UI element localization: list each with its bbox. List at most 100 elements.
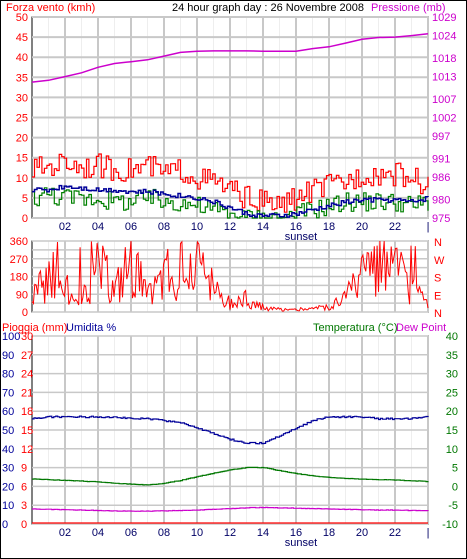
x-tick-label: 14: [257, 221, 269, 233]
rain-tick-label: 15: [21, 425, 33, 437]
series-humidity-line: [32, 415, 429, 445]
humidity-tick-label: 70: [2, 387, 14, 399]
x-tick-label: 04: [92, 221, 104, 233]
sunset-label: sunset: [285, 537, 317, 549]
series-average_blue-line: [32, 184, 429, 218]
humidity-tick-label: 60: [2, 406, 14, 418]
pressure-tick-label: 1007: [432, 94, 456, 106]
rain-tick-label: 9: [21, 463, 27, 475]
pressure-tick-label: 975: [432, 213, 450, 225]
x-tick-label: 02: [59, 221, 71, 233]
direction-tick-label: 360: [10, 236, 28, 248]
pressure-tick-label: 1029: [432, 12, 456, 24]
temperature-tick-label: 40: [446, 331, 458, 343]
direction-tick-label: 180: [10, 272, 28, 284]
temperature-tick-label: -10: [442, 519, 458, 531]
pressure-tick-label: 980: [432, 194, 450, 206]
temperature-axis-label: Temperatura (°C): [313, 322, 397, 334]
compass-letter: N: [434, 308, 442, 320]
x-tick-label: 14: [257, 527, 269, 539]
temperature-tick-label: 5: [452, 463, 458, 475]
compass-letter: N: [434, 237, 442, 249]
temperature-tick-label: 0: [452, 481, 458, 493]
pressure-tick-label: 1013: [432, 72, 456, 84]
pressure-tick-label: 1024: [432, 31, 456, 43]
x-tick-label: 20: [356, 527, 368, 539]
wind-tick-label: 5: [22, 193, 28, 205]
x-tick-label: 12: [224, 527, 236, 539]
wind-tick-label: 35: [16, 72, 28, 84]
humidity-tick-label: 80: [2, 369, 14, 381]
humidity-tick-label: 40: [2, 444, 14, 456]
x-tick-label: 18: [323, 527, 335, 539]
humidity-tick-label: 90: [2, 350, 14, 362]
direction-tick-label: 90: [16, 289, 28, 301]
wind-tick-label: 30: [16, 92, 28, 104]
direction-tick-label: 0: [22, 307, 28, 319]
humidity-tick-label: 10: [2, 500, 14, 512]
wind-tick-label: 10: [16, 173, 28, 185]
x-tick-label: 08: [158, 221, 170, 233]
humidity-tick-label: 50: [2, 425, 14, 437]
pressure-axis-label: Pressione (mb): [371, 2, 446, 14]
rain-tick-label: 12: [21, 444, 33, 456]
rain-tick-label: 0: [21, 519, 27, 531]
x-tick-label: 10: [191, 527, 203, 539]
pressure-tick-label: 986: [432, 172, 450, 184]
temperature-tick-label: -5: [448, 500, 458, 512]
rain-tick-label: 21: [21, 387, 33, 399]
wind-tick-label: 20: [16, 133, 28, 145]
x-tick-label: 16: [290, 221, 302, 233]
dewpoint-axis-label: Dew Point: [396, 322, 446, 334]
pressure-tick-label: 1018: [432, 53, 456, 65]
pressure-tick-label: 991: [432, 153, 450, 165]
compass-letter: E: [434, 290, 441, 302]
sunset-label: sunset: [285, 231, 317, 243]
pressure-tick-label: 1002: [432, 113, 456, 125]
wind-tick-label: 0: [22, 213, 28, 225]
x-tick-label: 04: [92, 527, 104, 539]
wind-tick-label: 15: [16, 153, 28, 165]
rain-tick-label: 30: [21, 331, 33, 343]
rain-tick-label: 3: [21, 500, 27, 512]
page-title: 24 hour graph day : 26 Novembre 2008: [172, 2, 364, 14]
humidity-tick-label: 30: [2, 463, 14, 475]
x-tick-label: 12: [224, 221, 236, 233]
wind-tick-label: 45: [16, 32, 28, 44]
series-dewpoint-line: [32, 506, 429, 512]
x-tick-label: 06: [125, 527, 137, 539]
compass-letter: W: [434, 255, 445, 267]
temperature-tick-label: 25: [446, 387, 458, 399]
x-tick-label: 18: [323, 221, 335, 233]
x-tick-label: 16: [290, 527, 302, 539]
series-gust-line: [32, 153, 429, 213]
pressure-tick-label: 997: [432, 131, 450, 143]
x-tick-label: 08: [158, 527, 170, 539]
direction-tick-label: 270: [10, 254, 28, 266]
series-direction-line: [31, 240, 429, 312]
series-pressure-line: [31, 33, 429, 83]
x-tick-label: 22: [389, 527, 401, 539]
x-tick-label: |: [427, 527, 430, 539]
temperature-tick-label: 15: [446, 425, 458, 437]
humidity-tick-label: 100: [2, 331, 20, 343]
x-tick-label: |: [427, 221, 430, 233]
rain-tick-label: 27: [21, 350, 33, 362]
humidity-tick-label: 0: [2, 519, 8, 531]
humidity-axis-label: Umidita %: [66, 322, 116, 334]
x-tick-label: 02: [59, 527, 71, 539]
rain-tick-label: 18: [21, 406, 33, 418]
wind-tick-label: 40: [16, 52, 28, 64]
x-tick-label: 06: [125, 221, 137, 233]
wind-tick-label: 25: [16, 113, 28, 125]
wind-tick-label: 50: [16, 12, 28, 24]
temperature-tick-label: 20: [446, 406, 458, 418]
temperature-tick-label: 30: [446, 369, 458, 381]
compass-letter: S: [434, 273, 441, 285]
temperature-tick-label: 35: [446, 350, 458, 362]
series-temperature-line: [32, 466, 429, 486]
rain-tick-label: 24: [21, 369, 33, 381]
rain-axis-label: Pioggia (mm): [2, 322, 67, 334]
